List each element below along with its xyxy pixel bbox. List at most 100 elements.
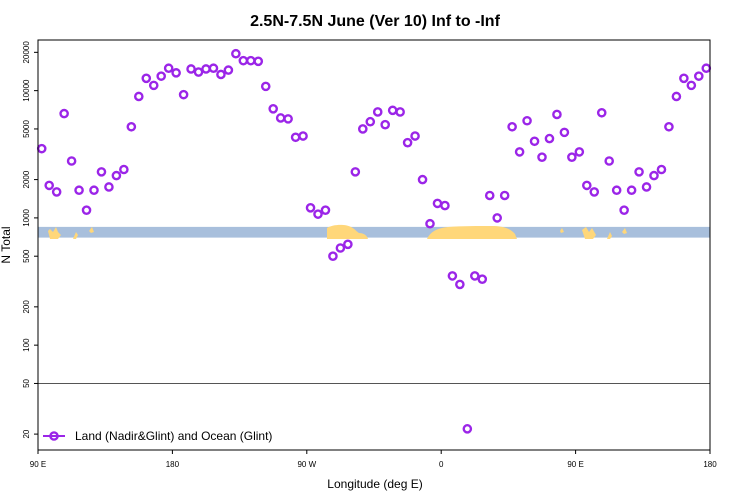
land-mass xyxy=(607,232,612,239)
legend: Land (Nadir&Glint) and Ocean (Glint) xyxy=(43,429,272,443)
data-point xyxy=(492,213,503,223)
data-point xyxy=(44,180,55,191)
data-point xyxy=(395,107,405,117)
data-point xyxy=(596,107,607,118)
y-axis-label: N Total xyxy=(0,226,13,263)
x-tick-label: 180 xyxy=(166,460,180,469)
data-point xyxy=(529,136,540,147)
data-point xyxy=(641,182,652,192)
y-tick-label: 20 xyxy=(22,429,31,438)
data-point xyxy=(567,152,577,162)
data-point xyxy=(484,190,495,201)
land-mass xyxy=(582,227,596,239)
data-point xyxy=(552,109,562,120)
data-point xyxy=(119,164,129,175)
data-point xyxy=(544,133,555,144)
ocean-band-rect xyxy=(38,226,710,238)
x-tick-label: 90 E xyxy=(567,460,583,469)
data-point xyxy=(671,91,682,102)
ocean-band xyxy=(38,226,710,238)
data-point xyxy=(574,147,585,157)
land-masses xyxy=(48,224,627,239)
land-mass xyxy=(89,227,94,233)
data-point xyxy=(589,187,600,197)
data-point xyxy=(96,167,107,177)
data-point xyxy=(514,147,525,157)
x-tick-label: 90 W xyxy=(297,460,316,469)
data-point xyxy=(89,185,99,196)
data-point xyxy=(694,71,704,81)
data-point xyxy=(611,185,622,196)
data-point xyxy=(148,80,159,91)
x-axis: 90 E 180 90 W 0 90 E 180 xyxy=(30,450,717,469)
y-tick-label: 1000 xyxy=(22,208,31,226)
y-tick-label: 10000 xyxy=(22,79,31,102)
data-point xyxy=(537,152,547,162)
data-point xyxy=(507,121,517,132)
data-point xyxy=(656,164,667,175)
data-point xyxy=(455,279,465,290)
data-point xyxy=(171,68,181,78)
data-point xyxy=(283,114,293,124)
data-point xyxy=(186,64,196,74)
data-point xyxy=(133,91,144,102)
y-axis: 20 50 100 200 500 1000 2000 5000 10000 20000 xyxy=(22,41,38,439)
data-point xyxy=(417,174,428,185)
y-tick-label: 100 xyxy=(22,338,31,352)
data-point xyxy=(410,131,420,141)
data-point xyxy=(305,203,316,213)
x-tick-label: 180 xyxy=(703,460,717,469)
data-point xyxy=(372,107,383,117)
data-point xyxy=(357,124,368,134)
plot-frame xyxy=(37,39,711,451)
land-mass xyxy=(73,232,78,239)
plot-area xyxy=(36,39,712,451)
data-point xyxy=(679,73,689,84)
data-point xyxy=(81,205,92,215)
data-point xyxy=(499,190,510,201)
data-point xyxy=(365,116,376,127)
y-tick-label: 20000 xyxy=(22,41,31,64)
y-tick-label: 200 xyxy=(22,300,31,314)
data-point xyxy=(649,170,659,181)
data-point xyxy=(447,271,458,281)
data-point xyxy=(66,156,77,166)
y-tick-label: 5000 xyxy=(22,119,31,137)
data-points xyxy=(36,48,712,434)
data-point xyxy=(469,271,480,281)
data-point xyxy=(619,205,629,215)
data-point xyxy=(59,108,69,119)
y-tick-label: 2000 xyxy=(22,170,31,188)
data-point xyxy=(425,218,435,229)
y-tick-label: 50 xyxy=(22,378,31,387)
x-tick-label: 0 xyxy=(439,460,444,469)
land-mass xyxy=(327,224,368,239)
data-point xyxy=(402,137,413,148)
data-point xyxy=(559,127,570,138)
chart-title: 2.5N-7.5N June (Ver 10) Inf to -Inf xyxy=(250,13,501,30)
data-point xyxy=(156,71,166,81)
data-point xyxy=(178,89,189,100)
data-point xyxy=(253,56,264,67)
data-point xyxy=(440,200,450,211)
data-point xyxy=(141,73,152,84)
data-point xyxy=(208,63,219,74)
land-mass xyxy=(48,227,61,239)
data-point xyxy=(298,131,308,141)
legend-label: Land (Nadir&Glint) and Ocean (Glint) xyxy=(75,429,272,443)
data-point xyxy=(74,185,84,196)
data-point xyxy=(350,167,361,177)
data-point xyxy=(268,103,279,114)
data-point xyxy=(604,156,615,166)
land-mass xyxy=(622,228,627,234)
y-tick-label: 500 xyxy=(22,249,31,263)
data-point xyxy=(104,182,114,192)
data-point xyxy=(193,67,204,77)
data-point xyxy=(343,239,353,250)
data-point xyxy=(522,115,532,126)
data-point xyxy=(328,251,338,262)
data-point xyxy=(260,81,271,92)
data-point xyxy=(223,65,234,75)
